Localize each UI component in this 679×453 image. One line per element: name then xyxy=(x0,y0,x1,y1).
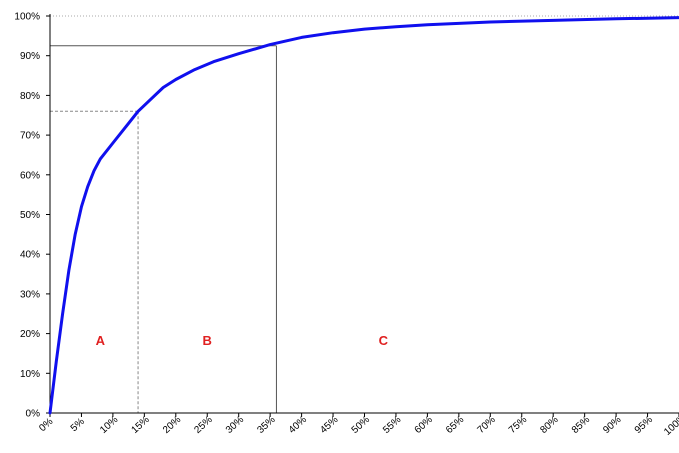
x-tick-label: 70% xyxy=(476,414,498,436)
x-tick-label: 45% xyxy=(318,414,340,436)
y-tick-label: 90% xyxy=(20,51,40,62)
y-tick-label: 100% xyxy=(14,12,40,23)
x-tick-label: 90% xyxy=(601,414,623,436)
x-tick-label: 60% xyxy=(413,414,435,436)
zone-label-b: B xyxy=(203,333,212,348)
x-tick-label: 35% xyxy=(255,414,277,436)
zone-label-a: A xyxy=(96,333,106,348)
axes: 0% 10% 20% 30% 40% 50% 60% 70% 80% 90% 100% 0% 5% 10%… xyxy=(14,12,679,438)
y-tick-label: 20% xyxy=(20,329,40,340)
x-tick-label: 55% xyxy=(381,414,403,436)
x-tick-label: 50% xyxy=(350,414,372,436)
x-tick-label: 75% xyxy=(507,414,529,436)
y-tick-label: 30% xyxy=(20,289,40,300)
reference-lines xyxy=(50,15,679,413)
x-tick-label: 15% xyxy=(130,414,152,436)
x-tick-label: 80% xyxy=(538,414,560,436)
x-tick-label: 95% xyxy=(633,414,655,436)
y-tick-label: 10% xyxy=(20,369,40,380)
x-tick-label: 100% xyxy=(662,412,679,437)
x-tick-label: 5% xyxy=(69,416,87,434)
x-tick-label: 30% xyxy=(224,414,246,436)
series xyxy=(48,16,679,415)
y-tick-label: 70% xyxy=(20,131,40,142)
y-tick-label: 40% xyxy=(20,250,40,261)
x-tick-label: 85% xyxy=(570,414,592,436)
x-tick-label: 65% xyxy=(444,414,466,436)
x-tick-label: 20% xyxy=(161,414,183,436)
y-tick-label: 60% xyxy=(20,170,40,181)
y-tick-label: 50% xyxy=(20,210,40,221)
x-tick-label: 0% xyxy=(37,416,55,434)
zone-label-c: C xyxy=(379,333,389,348)
x-tick-label: 40% xyxy=(287,414,309,436)
y-tick-label: 80% xyxy=(20,91,40,102)
x-tick-label: 25% xyxy=(192,414,214,436)
labels: A B C xyxy=(96,333,389,348)
x-tick-label: 10% xyxy=(98,414,120,436)
series-line-0 xyxy=(48,16,679,415)
y-tick-label: 0% xyxy=(26,409,41,420)
